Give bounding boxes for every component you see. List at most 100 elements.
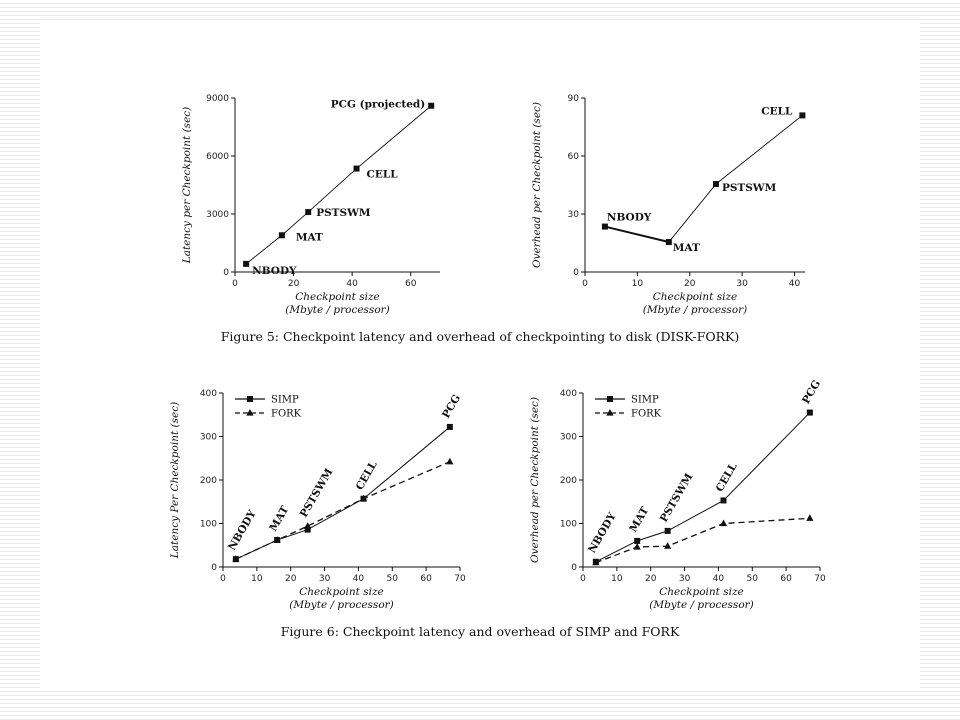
x-tick-label: 10 — [251, 574, 263, 584]
data-point-triangle — [806, 514, 814, 521]
series-line-segment — [604, 225, 670, 244]
data-point-square — [712, 181, 719, 188]
data-point-square — [634, 537, 641, 544]
point-label: PSTSWM — [658, 471, 696, 524]
x-tick-label: 20 — [645, 574, 657, 584]
x-tick-label: 40 — [789, 279, 801, 289]
legend-marker-triangle — [246, 409, 254, 416]
y-tick-label: 100 — [200, 520, 217, 530]
data-point-triangle — [359, 494, 368, 502]
x-tick-label: 10 — [632, 279, 644, 289]
x-axis-title: Checkpoint size — [653, 291, 737, 303]
x-tick-label: 50 — [387, 574, 399, 584]
x-tick-label: 30 — [736, 279, 748, 289]
x-tick-label: 0 — [232, 279, 238, 289]
point-label: PSTSWM — [316, 207, 371, 219]
x-tick-label: 40 — [713, 574, 725, 584]
point-label: PCG (projected) — [331, 99, 425, 111]
point-label: NBODY — [252, 265, 297, 277]
data-point-triangle — [664, 542, 672, 549]
x-tick-label: 60 — [405, 279, 417, 289]
x-tick-label: 20 — [285, 574, 297, 584]
point-label: NBODY — [607, 212, 652, 224]
point-label: NBODY — [586, 510, 619, 555]
series-line-simp — [595, 412, 811, 563]
data-point-square — [664, 527, 671, 534]
fig6-overhead-chart: 0 10 20 30 40 50 60 70 0 100 200 300 400 Checkpoint s… — [529, 378, 826, 611]
x-tick-label: 10 — [611, 574, 623, 584]
y-tick-label: 200 — [560, 476, 577, 486]
y-axis-title: Latency per Checkpoint (sec) — [181, 107, 193, 265]
x-axis-subtitle: (Mbyte / processor) — [643, 304, 748, 316]
point-label: CELL — [714, 460, 740, 493]
x-tick-label: 20 — [684, 279, 696, 289]
legend-marker-triangle — [606, 409, 614, 416]
data-point-triangle — [304, 522, 312, 529]
x-tick-label: 0 — [582, 279, 588, 289]
legend-marker-square — [247, 396, 253, 402]
y-tick-label: 60 — [568, 152, 580, 162]
data-point-square — [799, 112, 806, 119]
legend-label-fork: FORK — [271, 409, 302, 420]
x-tick-label: 0 — [580, 574, 586, 584]
point-label: MAT — [673, 242, 700, 254]
fig5-latency-chart: 0 20 40 60 0 3000 6000 9000 Checkpoint size(Mbyt… — [181, 94, 440, 316]
point-label: PCG — [440, 393, 463, 421]
x-axis-title: Checkpoint size — [295, 291, 379, 303]
data-point-square — [243, 260, 250, 267]
point-label: PCG — [800, 378, 823, 406]
x-axis-subtitle: (Mbyte / processor) — [285, 304, 390, 316]
data-point-square — [304, 526, 311, 533]
x-tick-label: 40 — [346, 279, 358, 289]
legend-label-simp: SIMP — [271, 395, 299, 406]
point-label: MAT — [627, 505, 651, 535]
data-point-square — [353, 165, 360, 172]
legend-label-simp: SIMP — [631, 395, 659, 406]
x-tick-label: 20 — [288, 279, 300, 289]
x-tick-label: 30 — [679, 574, 691, 584]
x-tick-label: 30 — [319, 574, 331, 584]
y-tick-label: 0 — [223, 268, 229, 278]
point-label: CELL — [761, 105, 793, 117]
point-label: CELL — [367, 169, 399, 181]
data-point-square — [428, 102, 435, 109]
y-tick-label: 200 — [200, 476, 217, 486]
y-tick-label: 0 — [571, 563, 577, 573]
figure-5-caption: Figure 5: Checkpoint latency and overhea… — [220, 329, 740, 344]
point-label: CELL — [354, 459, 380, 492]
series-line-fork — [235, 461, 451, 560]
data-point-square — [806, 409, 813, 416]
x-axis-subtitle: (Mbyte / processor) — [289, 599, 394, 611]
data-point-triangle — [592, 558, 600, 566]
x-tick-label: 40 — [353, 574, 365, 584]
data-point-triangle — [273, 536, 281, 543]
point-label: MAT — [267, 504, 291, 534]
x-axis-subtitle: (Mbyte / processor) — [649, 599, 754, 611]
x-tick-label: 50 — [747, 574, 759, 584]
legend-label-fork: FORK — [631, 409, 662, 420]
y-axis-title: Overhead per Checkpoint (sec) — [529, 397, 541, 563]
series-line-segment — [715, 115, 803, 185]
y-tick-label: 6000 — [206, 152, 229, 162]
data-point-triangle — [232, 555, 240, 562]
point-label: NBODY — [226, 508, 259, 553]
y-tick-label: 9000 — [206, 94, 229, 104]
y-tick-label: 90 — [568, 94, 580, 104]
y-axis-title: Overhead per Checkpoint (sec) — [531, 102, 543, 268]
data-point-triangle — [446, 457, 454, 465]
data-point-square — [665, 239, 672, 246]
data-point-square — [601, 223, 608, 230]
y-tick-label: 400 — [560, 389, 577, 399]
y-tick-label: 0 — [573, 268, 579, 278]
point-label: MAT — [296, 231, 323, 243]
y-tick-label: 400 — [200, 389, 217, 399]
fig5-overhead-chart: 0 10 20 30 40 0 30 60 90 Checkpoint size(Mbyte / … — [531, 94, 806, 316]
data-point-square — [446, 423, 453, 430]
y-tick-label: 100 — [560, 520, 577, 530]
figure-6-caption: Figure 6: Checkpoint latency and overhea… — [280, 624, 680, 639]
y-tick-label: 0 — [211, 563, 217, 573]
point-label: PSTSWM — [722, 182, 777, 194]
series-line-simp — [235, 426, 451, 560]
document-page: 0 20 40 60 0 3000 6000 9000 Checkpoint size (Mbyt… — [40, 20, 920, 690]
y-tick-label: 300 — [200, 433, 217, 443]
